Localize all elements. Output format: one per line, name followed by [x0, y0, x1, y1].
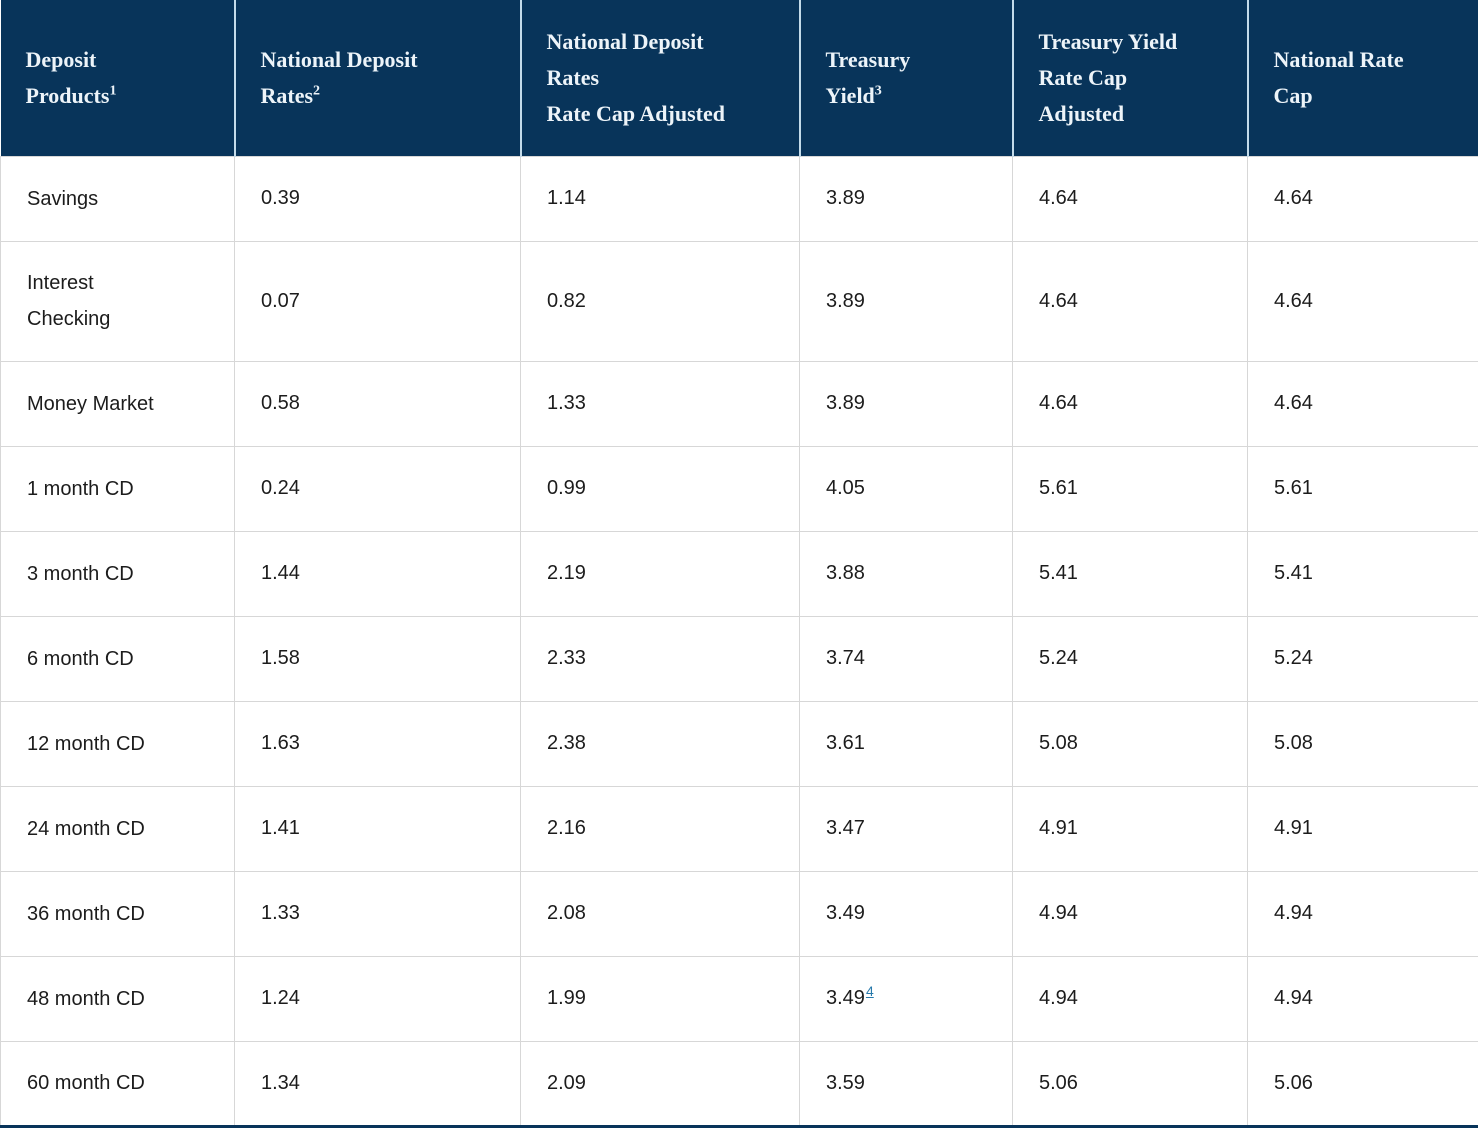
table-row: Interest Checking 0.07 0.82 3.89 4.64 4.…: [0, 240, 1478, 362]
cell-value: 0.82: [520, 240, 800, 362]
cell-product: Interest Checking: [0, 240, 235, 362]
cell-product: 60 month CD: [0, 1040, 235, 1127]
column-header-national-rate-cap: National Rate Cap: [1247, 0, 1478, 156]
header-row: Deposit Products1 National Deposit Rates…: [0, 0, 1478, 156]
footnote-4-link[interactable]: 4: [865, 983, 874, 1000]
table-row: 3 month CD 1.44 2.19 3.88 5.41 5.41: [0, 530, 1478, 617]
column-header-label: National Rate Cap: [1273, 47, 1404, 108]
cell-value: 4.94: [1012, 870, 1248, 957]
cell-value: 3.61: [799, 700, 1013, 787]
cell-value: 2.33: [520, 615, 800, 702]
cell-value: 2.08: [520, 870, 800, 957]
cell-value: 5.41: [1012, 530, 1248, 617]
cell-value: 5.06: [1247, 1040, 1478, 1127]
cell-value: 1.34: [234, 1040, 521, 1127]
cell-value: 3.74: [799, 615, 1013, 702]
table-row: 36 month CD 1.33 2.08 3.49 4.94 4.94: [0, 870, 1478, 957]
cell-value: 3.49: [799, 870, 1013, 957]
table-row: 12 month CD 1.63 2.38 3.61 5.08 5.08: [0, 700, 1478, 787]
cell-product: Savings: [0, 155, 235, 242]
cell-value: 1.99: [520, 955, 800, 1042]
cell-value: 2.16: [520, 785, 800, 872]
cell-value: 2.38: [520, 700, 800, 787]
cell-value: 1.33: [234, 870, 521, 957]
cell-value: 3.89: [799, 240, 1013, 362]
cell-value: 4.64: [1012, 240, 1248, 362]
cell-value: 5.24: [1247, 615, 1478, 702]
table-row: 1 month CD 0.24 0.99 4.05 5.61 5.61: [0, 445, 1478, 532]
cell-value: 0.24: [234, 445, 521, 532]
cell-value: 4.64: [1247, 155, 1478, 242]
cell-product: 48 month CD: [0, 955, 235, 1042]
table-row: 60 month CD 1.34 2.09 3.59 5.06 5.06: [0, 1040, 1478, 1127]
column-header-label: National Deposit Rates: [260, 47, 418, 108]
cell-value: 4.05: [799, 445, 1013, 532]
cell-product: Money Market: [0, 360, 235, 447]
cell-value: 5.61: [1012, 445, 1248, 532]
cell-product: 6 month CD: [0, 615, 235, 702]
column-header-ndr-rate-cap-adjusted: National Deposit Rates Rate Cap Adjusted: [520, 0, 801, 156]
cell-value: 2.19: [520, 530, 800, 617]
cell-value: 4.94: [1247, 955, 1478, 1042]
column-header-treasury-yield: Treasury Yield3: [799, 0, 1014, 156]
cell-value: 4.64: [1247, 240, 1478, 362]
table-row: 48 month CD 1.24 1.99 3.494 4.94 4.94: [0, 955, 1478, 1042]
footnote-ref-2: 2: [313, 83, 321, 99]
cell-value: 0.07: [234, 240, 521, 362]
cell-value: 0.99: [520, 445, 800, 532]
cell-value: 5.08: [1012, 700, 1248, 787]
cell-value: 5.06: [1012, 1040, 1248, 1127]
cell-value: 1.24: [234, 955, 521, 1042]
cell-value: 1.44: [234, 530, 521, 617]
cell-value: 4.91: [1247, 785, 1478, 872]
column-header-national-deposit-rates: National Deposit Rates2: [234, 0, 522, 156]
cell-value: 2.09: [520, 1040, 800, 1127]
table-row: Money Market 0.58 1.33 3.89 4.64 4.64: [0, 360, 1478, 447]
column-header-label: Treasury Yield: [825, 47, 911, 108]
cell-value: 1.58: [234, 615, 521, 702]
cell-value: 3.89: [799, 155, 1013, 242]
column-header-label: Treasury Yield Rate Cap Adjusted: [1038, 29, 1178, 126]
cell-value: 1.14: [520, 155, 800, 242]
cell-value: 5.41: [1247, 530, 1478, 617]
cell-product: 12 month CD: [0, 700, 235, 787]
cell-value: 3.89: [799, 360, 1013, 447]
column-header-deposit-products: Deposit Products1: [0, 0, 236, 156]
footnote-ref-3: 3: [874, 83, 882, 99]
cell-value: 4.94: [1247, 870, 1478, 957]
column-header-label: Deposit Products: [25, 47, 110, 108]
cell-value: 4.64: [1012, 155, 1248, 242]
cell-value: 1.33: [520, 360, 800, 447]
cell-value: 1.41: [234, 785, 521, 872]
cell-value: 3.88: [799, 530, 1013, 617]
cell-value: 5.24: [1012, 615, 1248, 702]
cell-value: 3.47: [799, 785, 1013, 872]
cell-value: 3.494: [799, 955, 1013, 1042]
table-row: 24 month CD 1.41 2.16 3.47 4.91 4.91: [0, 785, 1478, 872]
cell-value: 4.94: [1012, 955, 1248, 1042]
cell-product: 3 month CD: [0, 530, 235, 617]
cell-value: 4.91: [1012, 785, 1248, 872]
cell-value-text: 3.49: [826, 987, 865, 1009]
cell-product: 36 month CD: [0, 870, 235, 957]
table-row: Savings 0.39 1.14 3.89 4.64 4.64: [0, 155, 1478, 242]
cell-value: 5.61: [1247, 445, 1478, 532]
cell-value: 1.63: [234, 700, 521, 787]
cell-product: 1 month CD: [0, 445, 235, 532]
cell-value: 3.59: [799, 1040, 1013, 1127]
cell-product: 24 month CD: [0, 785, 235, 872]
column-header-ty-rate-cap-adjusted: Treasury Yield Rate Cap Adjusted: [1012, 0, 1249, 156]
cell-value: 0.39: [234, 155, 521, 242]
cell-value: 4.64: [1247, 360, 1478, 447]
column-header-label: National Deposit Rates: [546, 29, 704, 90]
cell-value: 4.64: [1012, 360, 1248, 447]
cell-value: 0.58: [234, 360, 521, 447]
column-header-label-line2: Rate Cap Adjusted: [546, 100, 725, 126]
cell-value: 5.08: [1247, 700, 1478, 787]
footnote-ref-1: 1: [109, 83, 117, 99]
table-row: 6 month CD 1.58 2.33 3.74 5.24 5.24: [0, 615, 1478, 702]
